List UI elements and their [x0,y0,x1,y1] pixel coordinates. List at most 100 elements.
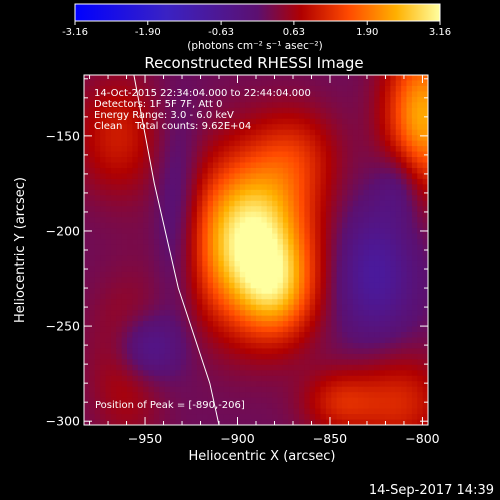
heatmap-cell [229,271,236,278]
heatmap-cell [164,414,171,421]
heatmap-cell [207,91,214,98]
heatmap-cell [272,392,279,399]
heatmap-cell [132,113,139,120]
heatmap-cell [406,129,413,136]
heatmap-cell [374,386,381,393]
heatmap-cell [84,167,90,175]
heatmap-cell [250,321,257,328]
heatmap-cell [202,408,209,415]
heatmap-cell [84,129,90,136]
heatmap-cell [94,403,101,410]
heatmap-cell [266,282,273,289]
heatmap-cell [137,364,144,371]
heatmap-cell [105,222,112,229]
heatmap-cell [121,326,128,333]
heatmap-cell [299,173,305,180]
heatmap-cell [315,146,322,153]
heatmap-cell [127,293,133,300]
heatmap-cell [368,228,375,235]
heatmap-cell [229,348,236,355]
heatmap-cell [325,124,332,131]
heatmap-cell [170,332,176,339]
heatmap-cell [352,118,359,125]
heatmap-cell [417,315,424,322]
heatmap-cell [331,96,338,103]
heatmap-cell [89,135,96,142]
heatmap-cell [395,178,402,185]
heatmap-cell [196,375,203,382]
heatmap-cell [342,113,348,120]
heatmap-cell [89,321,96,328]
heatmap-cell [186,271,193,278]
heatmap-cell [89,348,96,355]
heatmap-cell [84,260,90,268]
heatmap-cell [379,206,386,213]
heatmap-cell [368,271,375,278]
heatmap-cell [180,414,187,421]
heatmap-cell [379,288,386,295]
heatmap-cell [352,195,359,202]
heatmap-cell [180,342,187,350]
heatmap-cell [116,282,123,289]
heatmap-cell [347,326,354,333]
heatmap-cell [186,397,193,404]
heatmap-cell [180,233,187,240]
heatmap-cell [245,381,252,388]
heatmap-cell [266,255,273,262]
heatmap-cell [368,255,375,262]
heatmap-cell [105,228,112,235]
heatmap-cell [180,299,187,306]
heatmap-cell [137,419,144,425]
heatmap-cell [218,304,225,311]
heatmap-cell [304,184,311,191]
heatmap-cell [288,364,295,371]
heatmap-cell [202,403,209,410]
heatmap-cell [385,189,391,196]
heatmap-cell [406,342,413,350]
heatmap-cell [352,228,359,235]
heatmap-cell [325,342,332,350]
heatmap-cell [272,85,279,93]
heatmap-cell [180,408,187,415]
heatmap-cell [309,75,316,82]
heatmap-cell [358,332,365,339]
heatmap-cell [331,408,338,415]
heatmap-cell [277,337,284,344]
heatmap-cell [266,85,273,93]
heatmap-cell [309,195,316,202]
colorbar-tick-label: -0.63 [208,27,234,38]
heatmap-cell [385,348,391,355]
heatmap-cell [401,167,408,175]
heatmap-cell [277,178,284,185]
heatmap-cell [250,167,257,175]
heatmap-cell [390,403,397,410]
heatmap-cell [352,173,359,180]
heatmap-cell [309,288,316,295]
heatmap-cell [385,250,391,257]
heatmap-cell [196,140,203,147]
heatmap-cell [422,124,428,131]
heatmap-cell [256,255,262,262]
heatmap-cell [261,282,268,289]
heatmap-cell [293,277,300,284]
heatmap-cell [213,277,219,284]
heatmap-cell [304,277,311,284]
heatmap-cell [121,80,128,87]
heatmap-cell [143,315,150,322]
heatmap-cell [331,135,338,142]
heatmap-cell [390,184,397,191]
heatmap-cell [417,364,424,371]
heatmap-cell [234,250,241,257]
heatmap-cell [186,321,193,328]
heatmap-cell [374,364,381,371]
heatmap-cell [239,315,246,322]
heatmap-cell [239,299,246,306]
heatmap-cell [164,91,171,98]
heatmap-cell [368,162,375,169]
heatmap-cell [143,375,150,382]
heatmap-cell [132,293,139,300]
heatmap-cell [347,288,354,295]
heatmap-cell [379,315,386,322]
heatmap-cell [84,342,90,350]
heatmap-cell [180,107,187,114]
